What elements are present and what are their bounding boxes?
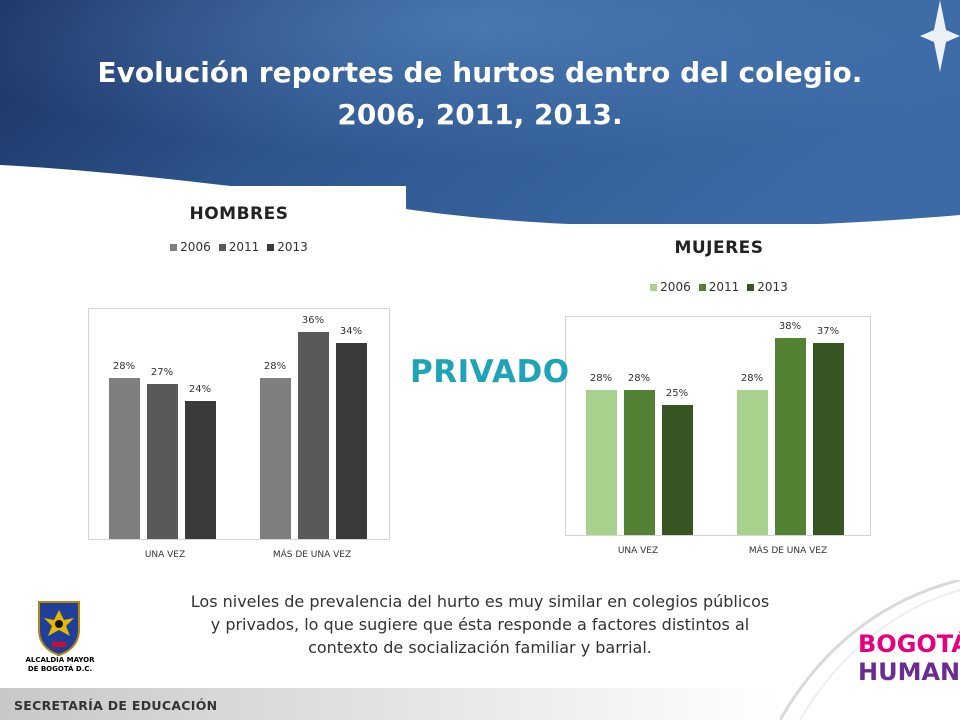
legend-label: 2011 <box>708 280 740 294</box>
data-label: 36% <box>301 315 325 326</box>
data-label: 28% <box>740 373 764 384</box>
brand-text-1: BOGOTÁ <box>858 630 960 658</box>
chart-title: MUJERES <box>674 238 764 258</box>
legend-label: 2006 <box>660 280 691 294</box>
legend-label: 2013 <box>277 240 308 254</box>
data-label: 24% <box>188 384 212 395</box>
data-label: 28% <box>112 361 136 372</box>
legend-item-2011: 2011 <box>698 280 740 294</box>
data-label: 38% <box>778 321 802 332</box>
legend-swatch <box>650 283 658 291</box>
bar-2013-0 <box>662 405 693 535</box>
data-label: 34% <box>339 326 363 337</box>
bar-2006-0 <box>109 378 140 539</box>
legend-label: 2013 <box>757 280 788 294</box>
legend-swatch <box>170 243 178 251</box>
bogota-humana-logo: BOGOTÁ HUMANA <box>858 630 960 686</box>
data-label: 28% <box>627 373 651 384</box>
bar-2011-0 <box>147 384 178 539</box>
header-background <box>0 0 960 227</box>
legend-item-2006: 2006 <box>650 280 691 294</box>
chart-hombres: HOMBRES 2006 2011 2013 28% 27% 24% 28% 36% 34… <box>72 186 406 566</box>
legend-swatch <box>747 283 755 291</box>
brand-line-1: BOGOTÁ <box>858 630 960 658</box>
legend-item-2011: 2011 <box>218 240 260 254</box>
chart-mujeres: MUJERES 2006 2011 2013 28% 28% 25% 28% 38% 37… <box>548 224 890 566</box>
category-label-una-vez: UNA VEZ <box>617 546 659 556</box>
decorative-curve <box>778 580 960 720</box>
data-label: 25% <box>665 388 689 399</box>
bar-2013-0 <box>185 401 216 539</box>
data-label: 27% <box>150 367 174 378</box>
explanatory-note: Los niveles de prevalencia del hurto es … <box>190 592 770 657</box>
bar-2006-1 <box>260 378 291 539</box>
chart-legend: 2006 2011 2013 <box>72 240 406 254</box>
gov-logo-text: ALCALDÍA MAYOR DE BOGOTÁ D.C. <box>20 656 100 674</box>
legend-label: 2011 <box>228 240 260 254</box>
gov-logo-line-1: ALCALDÍA MAYOR <box>25 656 95 664</box>
brand-line-2: HUMANA <box>858 658 960 686</box>
legend-label: 2006 <box>180 240 211 254</box>
plot-area: 28% 28% 25% 28% 38% 37% <box>565 316 871 536</box>
bar-2011-1 <box>775 338 806 535</box>
privado-label: PRIVADO <box>410 354 570 390</box>
bar-2006-1 <box>737 390 768 535</box>
legend-item-2013: 2013 <box>747 280 788 294</box>
bar-2013-1 <box>336 343 367 539</box>
data-label: 28% <box>263 361 287 372</box>
bar-2011-1 <box>298 332 329 539</box>
category-label-mas-de-una-vez: MÁS DE UNA VEZ <box>748 546 828 556</box>
legend-swatch <box>267 243 275 251</box>
chart-legend: 2006 2011 2013 <box>548 280 890 294</box>
bar-2013-1 <box>813 343 844 535</box>
data-label: 28% <box>589 373 613 384</box>
legend-item-2006: 2006 <box>170 240 211 254</box>
chart-title: HOMBRES <box>189 204 289 224</box>
footer-text: SECRETARÍA DE EDUCACIÓN <box>14 698 218 713</box>
slide-title: Evolución reportes de hurtos dentro del … <box>40 52 920 136</box>
brand-text-2: HUMANA <box>858 658 960 686</box>
footer-bar <box>0 688 780 720</box>
bar-2011-0 <box>624 390 655 535</box>
data-label: 37% <box>816 326 840 337</box>
slide-title-line-1: Evolución reportes de hurtos dentro del … <box>97 56 863 89</box>
legend-swatch <box>218 243 226 251</box>
legend-item-2013: 2013 <box>267 240 308 254</box>
category-label-una-vez: UNA VEZ <box>144 550 186 560</box>
bogota-coat-of-arms-logo <box>38 601 80 656</box>
plot-area: 28% 27% 24% 28% 36% 34% <box>88 308 390 540</box>
category-label-mas-de-una-vez: MÁS DE UNA VEZ <box>272 550 352 560</box>
bar-2006-0 <box>586 390 617 535</box>
slide-title-line-2: 2006, 2011, 2013. <box>337 98 623 131</box>
sparkle-icon <box>920 0 960 72</box>
legend-swatch <box>698 283 706 291</box>
gov-logo-line-2: DE BOGOTÁ D.C. <box>27 665 93 673</box>
